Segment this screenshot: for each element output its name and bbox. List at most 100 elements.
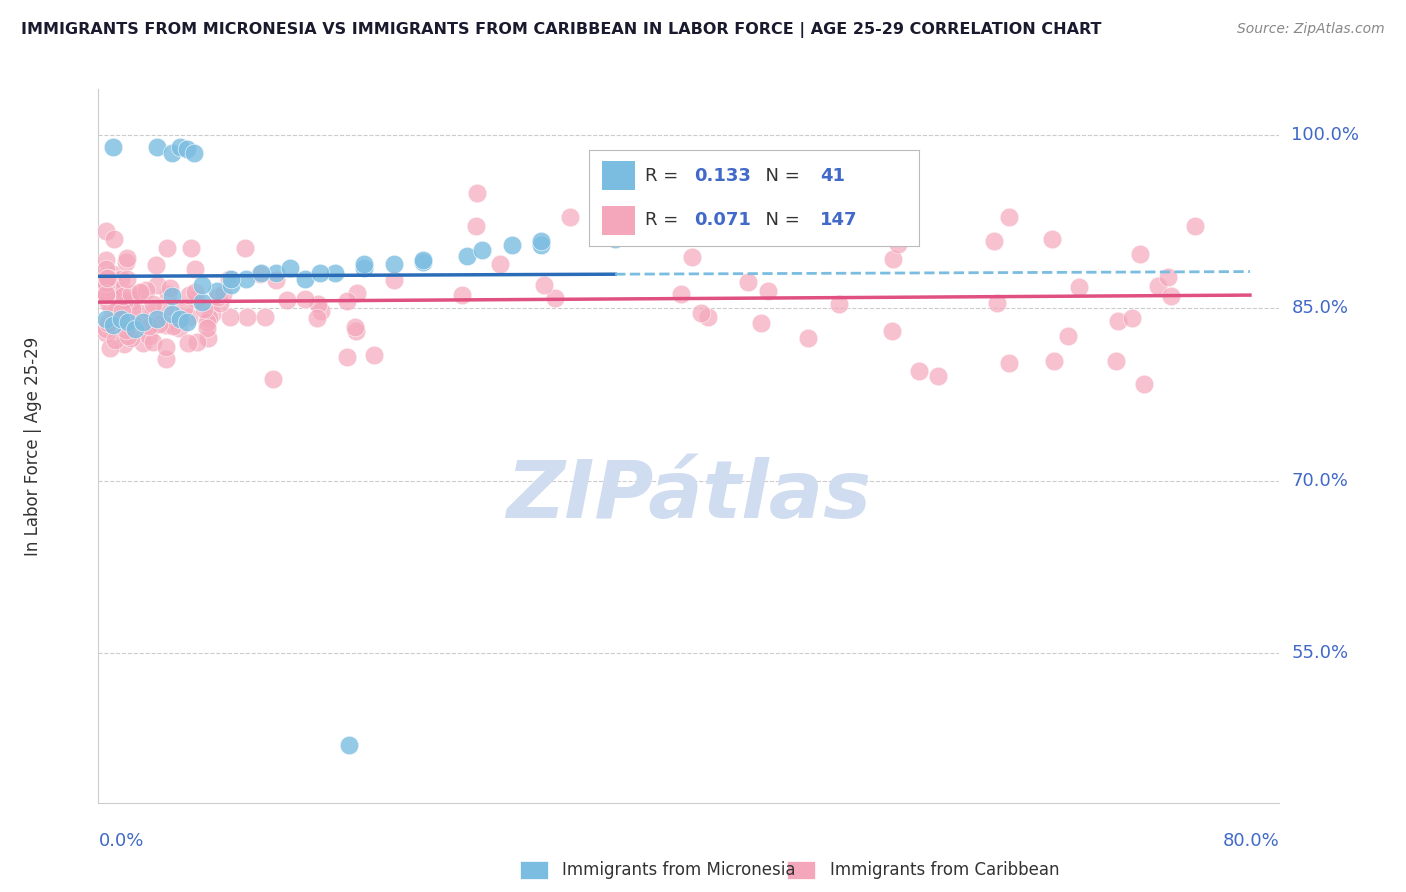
- Point: [908, 364, 931, 378]
- Point: [1105, 354, 1128, 368]
- Point: [176, 142, 198, 156]
- Point: [138, 328, 160, 343]
- Point: [197, 331, 219, 345]
- Point: [797, 331, 820, 345]
- Point: [98, 287, 121, 301]
- Point: [264, 266, 287, 280]
- Point: [103, 318, 125, 333]
- Point: [207, 290, 229, 304]
- Point: [162, 307, 183, 321]
- Point: [120, 286, 142, 301]
- Point: [412, 252, 434, 267]
- Point: [212, 286, 235, 301]
- Point: [162, 289, 183, 303]
- Point: [1160, 289, 1182, 303]
- Point: [184, 285, 207, 300]
- Point: [122, 293, 145, 307]
- Point: [146, 312, 169, 326]
- Point: [135, 283, 157, 297]
- Point: [465, 186, 488, 200]
- Point: [253, 310, 276, 324]
- Point: [94, 321, 117, 335]
- Point: [94, 277, 117, 291]
- Point: [828, 297, 851, 311]
- Point: [94, 287, 117, 301]
- Point: [132, 315, 155, 329]
- Point: [186, 334, 208, 349]
- Point: [142, 304, 165, 318]
- Point: [880, 324, 903, 338]
- Point: [184, 293, 207, 307]
- Point: [97, 296, 120, 310]
- Point: [353, 260, 375, 275]
- Point: [1107, 314, 1129, 328]
- Point: [346, 285, 368, 300]
- Point: [112, 295, 135, 310]
- Point: [177, 336, 200, 351]
- Text: 70.0%: 70.0%: [1291, 472, 1348, 490]
- Point: [156, 241, 179, 255]
- Point: [117, 251, 139, 265]
- Point: [309, 303, 332, 318]
- Text: N =: N =: [754, 167, 806, 185]
- Point: [679, 209, 702, 223]
- Text: 55.0%: 55.0%: [1291, 644, 1348, 662]
- Point: [276, 293, 298, 307]
- Point: [696, 310, 718, 324]
- Point: [681, 250, 703, 264]
- Point: [323, 266, 346, 280]
- Point: [1157, 269, 1180, 284]
- Point: [103, 232, 125, 246]
- Point: [141, 318, 163, 333]
- Point: [336, 351, 359, 365]
- Point: [117, 329, 139, 343]
- Text: R =: R =: [645, 167, 683, 185]
- Point: [115, 254, 138, 268]
- Point: [218, 271, 240, 285]
- Point: [412, 255, 434, 269]
- Text: Immigrants from Caribbean: Immigrants from Caribbean: [830, 861, 1059, 879]
- Point: [533, 277, 555, 292]
- Point: [94, 268, 117, 283]
- Point: [155, 352, 177, 367]
- Point: [112, 337, 135, 351]
- Point: [758, 285, 780, 299]
- Point: [219, 277, 242, 292]
- Point: [105, 280, 128, 294]
- Point: [110, 272, 132, 286]
- Point: [1067, 280, 1090, 294]
- Point: [605, 232, 627, 246]
- Point: [98, 342, 121, 356]
- Point: [121, 301, 143, 316]
- Point: [132, 335, 155, 350]
- Point: [101, 290, 124, 304]
- Point: [94, 288, 117, 302]
- Point: [94, 262, 117, 277]
- Point: [103, 267, 125, 281]
- Point: [336, 294, 359, 309]
- Point: [138, 318, 160, 333]
- Point: [1129, 247, 1152, 261]
- Text: 0.0%: 0.0%: [98, 831, 143, 849]
- Point: [94, 312, 117, 326]
- Point: [236, 310, 259, 324]
- Point: [103, 281, 125, 295]
- Point: [544, 292, 567, 306]
- Point: [689, 306, 711, 320]
- Point: [117, 315, 139, 329]
- Point: [530, 234, 553, 248]
- Point: [603, 223, 626, 237]
- Point: [104, 333, 127, 347]
- Point: [179, 310, 201, 324]
- Point: [167, 321, 190, 335]
- Point: [451, 287, 474, 301]
- Point: [184, 261, 207, 276]
- Text: IMMIGRANTS FROM MICRONESIA VS IMMIGRANTS FROM CARIBBEAN IN LABOR FORCE | AGE 25-: IMMIGRANTS FROM MICRONESIA VS IMMIGRANTS…: [21, 22, 1101, 38]
- Point: [97, 271, 120, 285]
- Text: 0.071: 0.071: [695, 211, 751, 229]
- Text: 85.0%: 85.0%: [1291, 299, 1348, 317]
- Point: [129, 286, 152, 301]
- Point: [488, 257, 510, 271]
- Point: [249, 268, 271, 282]
- Point: [177, 288, 200, 302]
